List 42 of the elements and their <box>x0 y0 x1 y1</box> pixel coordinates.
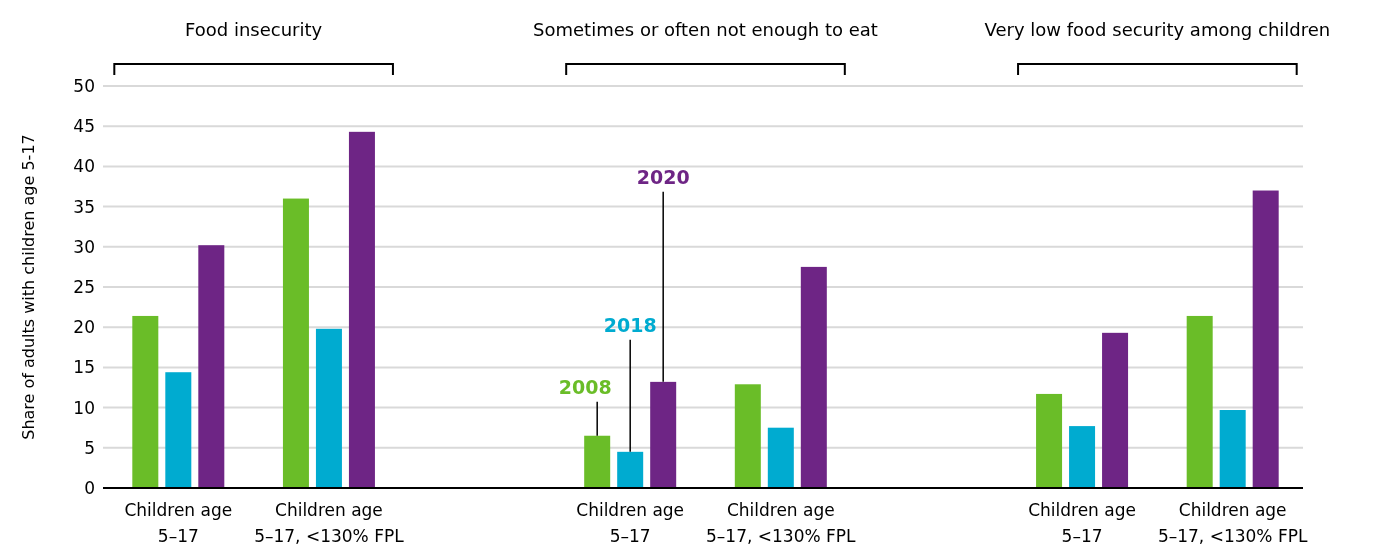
bar <box>165 372 192 488</box>
y-tick-label: 40 <box>73 156 95 177</box>
bar <box>1252 190 1279 488</box>
y-tick-label: 5 <box>84 437 95 458</box>
x-tick-label: Children age 5–17 <box>124 500 233 546</box>
x-tick-label: Children age 5–17, <130% FPL <box>254 500 405 546</box>
bar <box>132 315 159 488</box>
y-tick-label: 15 <box>73 357 95 378</box>
bar <box>1102 332 1129 488</box>
y-tick-label: 10 <box>73 397 95 418</box>
text: 2018 <box>603 313 657 336</box>
y-tick-label: 25 <box>73 276 95 297</box>
y-tick-label: 45 <box>73 116 95 137</box>
text: Food insecurity <box>185 19 323 40</box>
text: 2020 <box>636 165 690 188</box>
bar <box>348 131 375 488</box>
y-tick-label: 30 <box>73 236 95 257</box>
bar <box>767 427 794 488</box>
text: Sometimes or often not enough to eat <box>533 19 878 40</box>
bar <box>1219 410 1246 488</box>
bar <box>650 381 677 488</box>
bar <box>800 266 827 488</box>
bar <box>315 328 342 488</box>
bar <box>1036 393 1063 488</box>
y-tick-label: 35 <box>73 196 95 217</box>
y-tick-label: 50 <box>73 75 95 96</box>
x-tick-label: Children age 5–17, <130% FPL <box>1157 500 1308 546</box>
bar <box>584 435 611 488</box>
bar <box>282 198 309 488</box>
bar <box>1069 426 1096 488</box>
bar <box>1186 315 1213 488</box>
bar <box>734 384 761 488</box>
x-tick-label: Children age 5–17 <box>576 500 685 546</box>
bar <box>198 245 225 488</box>
x-tick-label: Children age 5–17, <130% FPL <box>706 500 857 546</box>
x-tick-label: Children age 5–17 <box>1028 500 1136 546</box>
y-tick-label: 20 <box>73 317 95 338</box>
text: Very low food security among children <box>984 19 1331 40</box>
y-axis-title: Share of adults with children age 5-17 <box>19 134 38 440</box>
y-tick-label: 0 <box>84 477 95 498</box>
text: 2008 <box>558 375 612 398</box>
bar <box>617 451 644 488</box>
